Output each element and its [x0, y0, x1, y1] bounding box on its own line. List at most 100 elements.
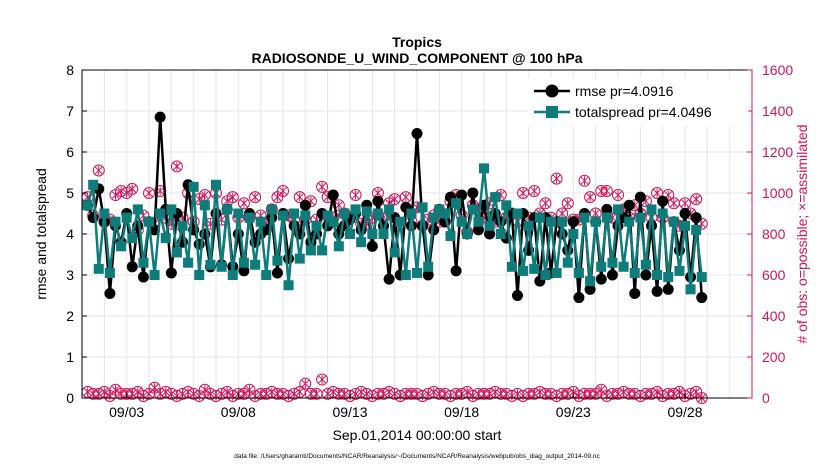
- totalspread-point: [490, 192, 501, 203]
- totalspread-point: [188, 181, 199, 192]
- obs-possible-point-circle: [539, 197, 552, 210]
- totalspread-point: [680, 220, 690, 231]
- totalspread-point: [551, 267, 562, 278]
- totalspread-point: [99, 208, 110, 219]
- totalspread-point: [305, 245, 316, 256]
- totalspread-point: [149, 270, 160, 280]
- x-tick-label: 09/18: [444, 404, 479, 420]
- rmse-point: [450, 265, 462, 277]
- totalspread-point: [534, 212, 545, 223]
- totalspread-point: [361, 206, 372, 217]
- rmse-point: [165, 267, 177, 279]
- y2-tick-label: 1200: [762, 144, 793, 160]
- rmse-point: [573, 292, 585, 304]
- totalspread-point: [601, 212, 612, 223]
- rmse-point: [154, 111, 166, 123]
- totalspread-point: [629, 267, 640, 278]
- obs-possible-point-circle: [277, 184, 289, 197]
- obs-possible-point-circle: [388, 193, 401, 206]
- totalspread-point: [568, 229, 579, 239]
- obs-assimilated-point-circle: [299, 377, 312, 390]
- totalspread-point: [194, 270, 205, 280]
- totalspread-point: [590, 216, 601, 227]
- axes: 0 1 2 3 4 5 6 7 8 0 200 400 600 800 1000 1200 1400 1600 09…: [66, 62, 793, 420]
- totalspread-point: [451, 198, 462, 209]
- y-tick-label: 8: [66, 62, 74, 78]
- totalspread-point: [317, 245, 328, 256]
- rmse-point: [104, 287, 116, 299]
- totalspread-point: [345, 229, 355, 239]
- rmse-point: [299, 199, 311, 211]
- rmse-point: [87, 212, 99, 224]
- y-tick-label: 5: [66, 185, 74, 201]
- totalspread-point: [518, 265, 529, 276]
- legend: rmse pr=4.0916 totalspread pr=4.0496: [528, 78, 748, 126]
- totalspread-point: [283, 280, 294, 291]
- y2-tick-label: 400: [762, 308, 786, 324]
- totalspread-point: [473, 216, 484, 227]
- totalspread-point: [663, 272, 674, 283]
- obs-possible-point-circle: [612, 189, 624, 202]
- totalspread-point: [657, 208, 668, 219]
- totalspread-point: [378, 229, 389, 239]
- obs-possible-point-circle: [578, 174, 591, 187]
- obs-possible-point-circle: [349, 189, 362, 202]
- totalspread-point: [613, 204, 623, 215]
- y-tick-label: 3: [66, 267, 74, 283]
- totalspread-point: [278, 210, 288, 221]
- y2-tick-label: 1400: [762, 103, 793, 119]
- obs-possible-point-circle: [293, 191, 306, 204]
- totalspread-series: [82, 163, 707, 295]
- totalspread-point: [529, 263, 540, 274]
- totalspread-point: [691, 224, 702, 235]
- x-tick-label: 09/28: [667, 404, 702, 420]
- totalspread-point: [144, 216, 154, 227]
- totalspread-point: [238, 257, 249, 268]
- obs-possible-point-circle: [249, 191, 262, 204]
- rmse-point: [422, 269, 434, 281]
- totalspread-point: [88, 179, 99, 190]
- totalspread-point: [484, 220, 495, 231]
- rmse-point: [629, 287, 641, 299]
- totalspread-point: [177, 220, 188, 231]
- totalspread-point: [462, 229, 473, 239]
- totalspread-point: [244, 212, 255, 223]
- rmse-point: [584, 283, 596, 295]
- totalspread-point: [227, 270, 238, 280]
- rmse-point: [366, 240, 378, 252]
- rmse-point: [657, 195, 669, 207]
- totalspread-point: [222, 204, 233, 215]
- totalspread-point: [652, 270, 663, 280]
- totalspread-point: [501, 200, 512, 211]
- totalspread-point: [585, 276, 596, 287]
- totalspread-point: [417, 202, 428, 213]
- totalspread-point: [557, 216, 568, 227]
- totalspread-point: [250, 259, 261, 270]
- totalspread-point: [456, 216, 467, 227]
- x-axis-label: Sep.01,2014 00:00:00 start: [333, 427, 502, 443]
- obs-possible-point-circle: [226, 191, 239, 204]
- totalspread-point: [400, 270, 411, 280]
- totalspread-point: [624, 216, 635, 227]
- totalspread-point: [205, 259, 216, 270]
- totalspread-point: [573, 267, 584, 278]
- totalspread-point: [445, 231, 456, 242]
- totalspread-point: [668, 216, 679, 227]
- totalspread-point: [562, 257, 573, 268]
- rmse-point: [640, 269, 652, 281]
- rmse-point: [456, 189, 468, 201]
- obs-possible-point-circle: [332, 199, 345, 212]
- y2-tick-label: 600: [762, 267, 786, 283]
- totalspread-point: [646, 204, 657, 215]
- rmse-point: [271, 267, 283, 279]
- totalspread-point: [479, 163, 489, 174]
- totalspread-point: [495, 229, 506, 239]
- totalspread-point: [127, 233, 138, 244]
- totalspread-point: [512, 208, 523, 219]
- totalspread-point: [93, 263, 104, 274]
- totalspread-point: [439, 208, 450, 219]
- rmse-point: [634, 191, 646, 203]
- y2-tick-label: 1600: [762, 62, 793, 78]
- totalspread-point: [350, 204, 361, 215]
- totalspread-point: [110, 216, 121, 227]
